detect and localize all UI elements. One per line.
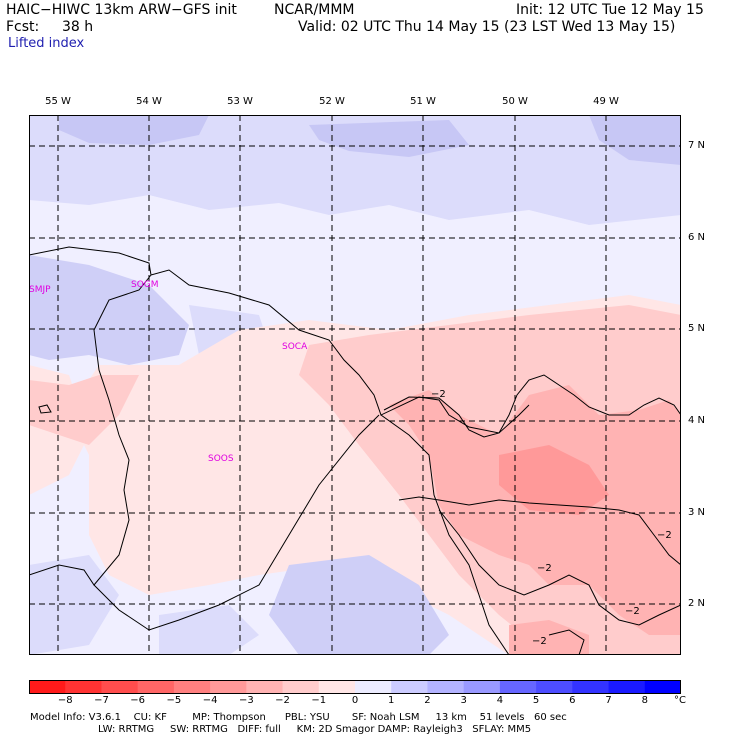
lat-label: 2 N bbox=[688, 598, 706, 609]
colorbar-tick-label: 5 bbox=[532, 695, 540, 706]
contour-line bbox=[398, 496, 681, 566]
institution-label: NCAR/MMM bbox=[274, 2, 355, 18]
lat-lon-grid bbox=[29, 115, 681, 655]
colorbar-tick-label: 3 bbox=[460, 695, 467, 706]
lon-label: 50 W bbox=[502, 96, 528, 107]
red-region bbox=[509, 620, 589, 655]
colorbar-tick-label: 7 bbox=[605, 695, 612, 706]
station-label: SOCA bbox=[282, 342, 308, 352]
colorbar-swatch bbox=[318, 680, 356, 694]
map-frame bbox=[29, 115, 681, 655]
contour-label: −2 bbox=[532, 636, 547, 647]
lon-label: 53 W bbox=[227, 96, 253, 107]
model-title: HAIC−HIWC 13km ARW−GFS init bbox=[6, 2, 237, 18]
colorbar-swatch bbox=[391, 680, 428, 694]
colorbar-swatch bbox=[137, 680, 175, 694]
blue-region-south bbox=[159, 605, 259, 655]
colorbar-tick-label: −5 bbox=[166, 695, 182, 706]
model-info-line1: Model Info: V3.6.1 CU: KF MP: Thompson P… bbox=[30, 712, 567, 723]
blue-region-south bbox=[269, 555, 449, 655]
contour-line bbox=[548, 629, 585, 655]
colorbar-swatch bbox=[608, 680, 646, 694]
colorbar-swatch bbox=[65, 680, 102, 694]
colorbar-swatch bbox=[101, 680, 139, 694]
colorbar-tick-label: 8 bbox=[641, 695, 648, 706]
colorbar-tick-label: −1 bbox=[311, 695, 327, 706]
contour-line bbox=[38, 404, 52, 414]
lat-label: 4 N bbox=[688, 415, 706, 426]
forecast-label: Fcst: bbox=[6, 19, 40, 35]
colorbar-swatch bbox=[29, 680, 66, 694]
colorbar-tick-label: −4 bbox=[202, 695, 218, 706]
contour-label: −2 bbox=[431, 389, 446, 400]
contour-label: −2 bbox=[657, 530, 672, 541]
colorbar-tick-label: 4 bbox=[496, 695, 504, 706]
lat-label: 3 N bbox=[688, 507, 706, 518]
colorbar-swatch bbox=[210, 680, 247, 694]
colorbar-swatch bbox=[536, 680, 573, 694]
country-border bbox=[380, 414, 510, 655]
forecast-hour: 38 h bbox=[62, 19, 94, 35]
contour-label: −2 bbox=[625, 606, 640, 617]
lon-label: 49 W bbox=[593, 96, 619, 107]
field-name: Lifted index bbox=[8, 36, 85, 51]
country-border bbox=[93, 414, 380, 631]
station-label: SMJP bbox=[29, 285, 51, 295]
station-label: SOOS bbox=[208, 454, 234, 464]
station-label: SOGM bbox=[131, 280, 159, 290]
lon-label: 52 W bbox=[319, 96, 345, 107]
colorbar-swatch bbox=[246, 680, 284, 694]
colorbar-unit: °C bbox=[674, 695, 686, 706]
colorbar-frame bbox=[29, 680, 681, 694]
blue-region-north-dark bbox=[59, 115, 209, 145]
colorbar-swatch bbox=[572, 680, 610, 694]
init-time: Init: 12 UTC Tue 12 May 15 bbox=[516, 2, 704, 18]
model-info-line2: LW: RRTMG SW: RRTMG DIFF: full KM: 2D Sm… bbox=[98, 724, 532, 735]
colorbar-swatch bbox=[282, 680, 320, 694]
contour-line bbox=[383, 374, 681, 438]
lat-label: 7 N bbox=[688, 140, 706, 151]
colorbar-tick-label: 0 bbox=[351, 695, 359, 706]
lon-label: 55 W bbox=[45, 96, 71, 107]
colorbar-swatch bbox=[173, 680, 211, 694]
colorbar-swatch bbox=[355, 680, 392, 694]
blue-region-north-dark bbox=[309, 120, 469, 157]
pink-region-mid bbox=[29, 375, 139, 445]
colorbar-tick-label: 6 bbox=[569, 695, 576, 706]
lat-label: 6 N bbox=[688, 232, 706, 243]
colorbar-swatch bbox=[499, 680, 537, 694]
blue-region-south bbox=[29, 555, 119, 655]
colorbar-swatch bbox=[463, 680, 501, 694]
colorbar-tick-label: −2 bbox=[275, 695, 290, 706]
blue-region-north bbox=[29, 115, 681, 225]
lon-label: 51 W bbox=[410, 96, 436, 107]
colorbar-tick-label: −7 bbox=[94, 695, 109, 706]
red-region-dark bbox=[499, 445, 609, 515]
contour-label: −2 bbox=[537, 563, 552, 574]
lat-label: 5 N bbox=[688, 323, 706, 334]
colorbar-tick-label: 1 bbox=[388, 695, 395, 706]
colorbar-tick-label: 2 bbox=[424, 695, 431, 706]
colorbar bbox=[29, 680, 681, 694]
colorbar-swatch bbox=[644, 680, 681, 694]
contour-line bbox=[438, 509, 681, 626]
blue-region-north-dark bbox=[589, 115, 681, 165]
colorbar-tick-label: −3 bbox=[238, 695, 254, 706]
colorbar-tick-label: −6 bbox=[130, 695, 146, 706]
lon-label: 54 W bbox=[136, 96, 162, 107]
colorbar-swatch bbox=[427, 680, 465, 694]
colorbar-tick-label: −8 bbox=[57, 695, 73, 706]
country-border bbox=[29, 274, 152, 586]
lifted-index-map: SMJP SOGM SOCA SOOS −2 −2 −2 −2 −2 −2 bbox=[29, 115, 681, 655]
valid-time: Valid: 02 UTC Thu 14 May 15 (23 LST Wed … bbox=[298, 19, 676, 35]
